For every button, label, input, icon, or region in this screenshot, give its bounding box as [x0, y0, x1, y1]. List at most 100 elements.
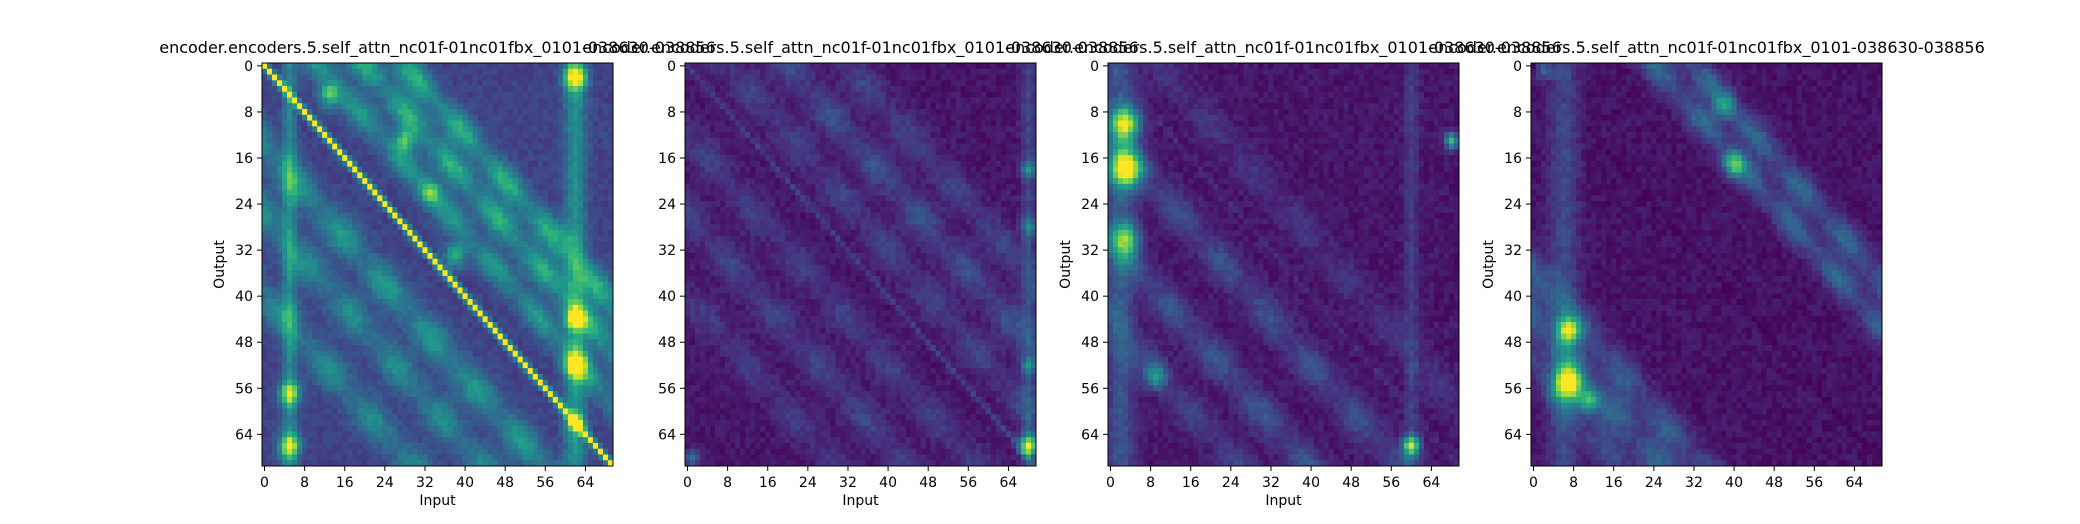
heatmap-cell [588, 449, 593, 455]
heatmap-cell [272, 299, 277, 305]
heatmap-cell [312, 184, 317, 190]
heatmap-cell [468, 380, 473, 386]
heatmap-cell [598, 236, 603, 242]
heatmap-cell [262, 184, 267, 190]
heatmap-cell [357, 397, 362, 403]
heatmap-cell [387, 149, 392, 155]
heatmap-cell [422, 397, 427, 403]
heatmap-cell [458, 328, 463, 334]
heatmap-cell [483, 247, 488, 253]
heatmap-cell [432, 403, 437, 409]
heatmap-cell [272, 80, 277, 86]
heatmap-cell [533, 426, 538, 432]
heatmap-cell [367, 311, 372, 317]
heatmap-cell [347, 132, 352, 138]
heatmap-cell [412, 380, 417, 386]
heatmap-cell [312, 443, 317, 449]
heatmap-cell [262, 241, 267, 247]
heatmap-cell [367, 316, 372, 322]
heatmap-cell [432, 437, 437, 443]
heatmap-cell [357, 178, 362, 184]
heatmap-cell [417, 213, 422, 219]
heatmap-cell [267, 190, 272, 196]
heatmap-cell [337, 368, 342, 374]
heatmap-cell [362, 161, 367, 167]
heatmap-cell [352, 282, 357, 288]
heatmap-cell [448, 253, 453, 259]
heatmap-cell [297, 380, 302, 386]
heatmap-cell [468, 293, 473, 299]
heatmap-cell [432, 431, 437, 437]
heatmap-cell [327, 265, 332, 271]
heatmap-cell [523, 103, 528, 109]
heatmap-cell [367, 149, 372, 155]
heatmap-cell [498, 362, 503, 368]
heatmap-cell [342, 276, 347, 282]
heatmap-cell [438, 276, 443, 282]
heatmap-cell [407, 282, 412, 288]
heatmap-cell [573, 328, 578, 334]
heatmap-cell [438, 236, 443, 242]
heatmap-cell [352, 368, 357, 374]
heatmap-cell [362, 420, 367, 426]
heatmap-cell [453, 195, 458, 201]
heatmap-cell [342, 403, 347, 409]
heatmap-cell [407, 115, 412, 121]
heatmap-cell [458, 414, 463, 420]
heatmap-cell [483, 328, 488, 334]
y-tick-label: 64 [235, 427, 253, 443]
heatmap-cell [568, 334, 573, 340]
heatmap-cell [453, 374, 458, 380]
heatmap-cell [277, 98, 282, 104]
heatmap-cell [483, 460, 488, 466]
heatmap-cell [327, 431, 332, 437]
heatmap-cell [568, 288, 573, 294]
heatmap-cell [397, 259, 402, 265]
heatmap-cell [357, 288, 362, 294]
heatmap-cell [392, 449, 397, 455]
heatmap-cell [468, 98, 473, 104]
heatmap-cell [272, 431, 277, 437]
heatmap-cell [362, 391, 367, 397]
heatmap-cell [463, 241, 468, 247]
heatmap-cell [422, 63, 427, 69]
heatmap-cell [352, 155, 357, 161]
heatmap-cell [407, 288, 412, 294]
heatmap-cell [473, 368, 478, 374]
heatmap-cell [417, 408, 422, 414]
heatmap-cell [287, 270, 292, 276]
heatmap-cell [347, 374, 352, 380]
heatmap-cell [422, 357, 427, 363]
heatmap-cell [422, 69, 427, 75]
x-tick-label: 64 [577, 475, 595, 491]
heatmap-cell [493, 345, 498, 351]
heatmap-cell [548, 190, 553, 196]
heatmap-cell [397, 138, 402, 144]
heatmap-cell [443, 334, 448, 340]
heatmap-cell [568, 431, 573, 437]
heatmap-cell [603, 385, 608, 391]
heatmap-cell [282, 339, 287, 345]
heatmap-cell [508, 75, 513, 81]
heatmap-cell [427, 178, 432, 184]
heatmap-cell [262, 224, 267, 230]
heatmap-cell [427, 305, 432, 311]
heatmap-cell [312, 201, 317, 207]
heatmap-cell [337, 403, 342, 409]
heatmap-cell [382, 385, 387, 391]
heatmap-cell [287, 247, 292, 253]
heatmap-cell [538, 207, 543, 213]
heatmap-cell [528, 172, 533, 178]
heatmap-cell [498, 311, 503, 317]
heatmap-cell [387, 293, 392, 299]
heatmap-cell [312, 138, 317, 144]
heatmap-cell [533, 305, 538, 311]
heatmap-cell [337, 121, 342, 127]
heatmap-cell [498, 236, 503, 242]
heatmap-cell [558, 449, 563, 455]
heatmap-cell [558, 218, 563, 224]
heatmap-cell [463, 305, 468, 311]
heatmap-cell [402, 357, 407, 363]
heatmap-cell [397, 236, 402, 242]
heatmap-cell [453, 288, 458, 294]
